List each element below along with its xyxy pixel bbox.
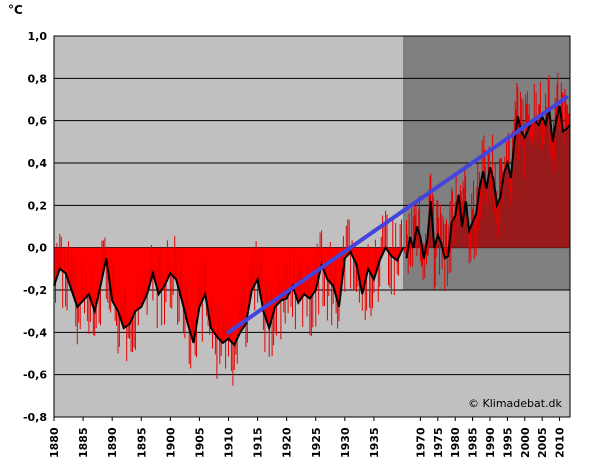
x-tick-label: 1880 [48,427,61,458]
x-tick-label: 2010 [554,427,567,458]
plot-border [53,35,571,418]
y-tick-label: -0,6 [23,369,47,382]
credit-text: © Klimadebat.dk [468,397,563,410]
x-tick-label: 1930 [339,427,352,458]
x-tick-label: 1885 [77,427,90,458]
unit-label: °C [8,3,23,17]
x-tick-label: 1985 [467,427,480,458]
trend-line [226,95,569,335]
smoothed-anomaly-line [53,105,571,347]
x-tick-label: 1975 [432,427,445,458]
y-tick-label: -0,8 [23,411,47,424]
y-tick-label: 0,6 [28,115,48,128]
x-tick-label: 1890 [106,427,119,458]
x-tick-label: 1990 [484,427,497,458]
y-tick-label: 1,0 [28,30,48,43]
x-tick-label: 1935 [368,427,381,458]
x-tick-label: 1905 [193,427,206,458]
x-tick-label: 1920 [281,427,294,458]
y-tick-label: -0,4 [23,326,47,339]
x-tick-label: 1995 [501,427,514,458]
x-tick-label: 1895 [135,427,148,458]
y-tick-label: 0,2 [28,199,48,212]
y-tick-label: 0,0 [28,242,48,255]
x-tick-label: 1915 [252,427,265,458]
x-tick-label: 2005 [536,427,549,458]
x-tick-label: 2000 [519,427,532,458]
y-tick-label: -0,2 [23,284,47,297]
y-tick-label: 0,4 [28,157,48,170]
x-tick-label: 1910 [223,427,236,458]
y-axis-ticks: 1,0 0,8 0,6 0,4 0,2 0,0 -0,2 -0,4 -0,6 -0,8 [23,30,47,424]
x-axis-ticks: 1880 1885 1890 1895 1900 1905 1910 1915 1920 1925… [48,417,567,458]
x-tick-label: 1970 [414,427,427,458]
negative-anomaly-fill [54,247,570,345]
x-tick-label: 1900 [164,427,177,458]
x-tick-label: 1980 [449,427,462,458]
y-tick-label: 0,8 [28,72,48,85]
x-tick-label: 1925 [310,427,323,458]
